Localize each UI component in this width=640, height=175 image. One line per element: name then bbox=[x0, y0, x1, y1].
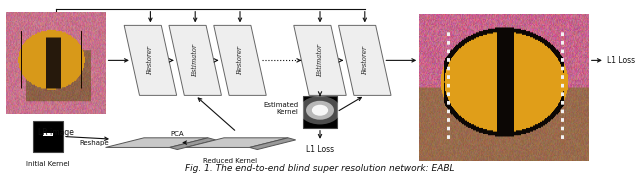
Polygon shape bbox=[186, 138, 288, 147]
Text: Restorer: Restorer bbox=[236, 46, 244, 75]
Text: L1 Loss: L1 Loss bbox=[607, 56, 635, 65]
Text: Restorer: Restorer bbox=[147, 46, 154, 75]
Text: PCA: PCA bbox=[171, 131, 184, 137]
Text: Initial Kernel: Initial Kernel bbox=[26, 161, 70, 167]
Text: Estimator: Estimator bbox=[316, 44, 324, 77]
Ellipse shape bbox=[312, 105, 328, 116]
Bar bbox=[33, 121, 63, 152]
Text: Estimator: Estimator bbox=[191, 44, 199, 77]
Text: Fig. 1. The end-to-end blind super resolution network: EABL: Fig. 1. The end-to-end blind super resol… bbox=[185, 164, 455, 173]
Polygon shape bbox=[124, 25, 177, 95]
Bar bbox=[303, 96, 337, 128]
Polygon shape bbox=[169, 25, 221, 95]
Text: Reduced Kernel: Reduced Kernel bbox=[204, 158, 257, 164]
Polygon shape bbox=[214, 25, 266, 95]
Bar bbox=[43, 133, 53, 136]
Text: Estimated
Kernel: Estimated Kernel bbox=[263, 102, 298, 115]
Polygon shape bbox=[170, 138, 216, 149]
Polygon shape bbox=[294, 25, 346, 95]
Text: Restorer: Restorer bbox=[361, 46, 369, 75]
Ellipse shape bbox=[299, 96, 341, 124]
Polygon shape bbox=[250, 138, 296, 149]
Polygon shape bbox=[106, 138, 208, 147]
Text: L1 Loss: L1 Loss bbox=[306, 145, 334, 154]
Text: LR image: LR image bbox=[38, 128, 74, 137]
Polygon shape bbox=[339, 25, 391, 95]
Ellipse shape bbox=[306, 101, 334, 120]
Text: Reshape: Reshape bbox=[79, 141, 109, 146]
